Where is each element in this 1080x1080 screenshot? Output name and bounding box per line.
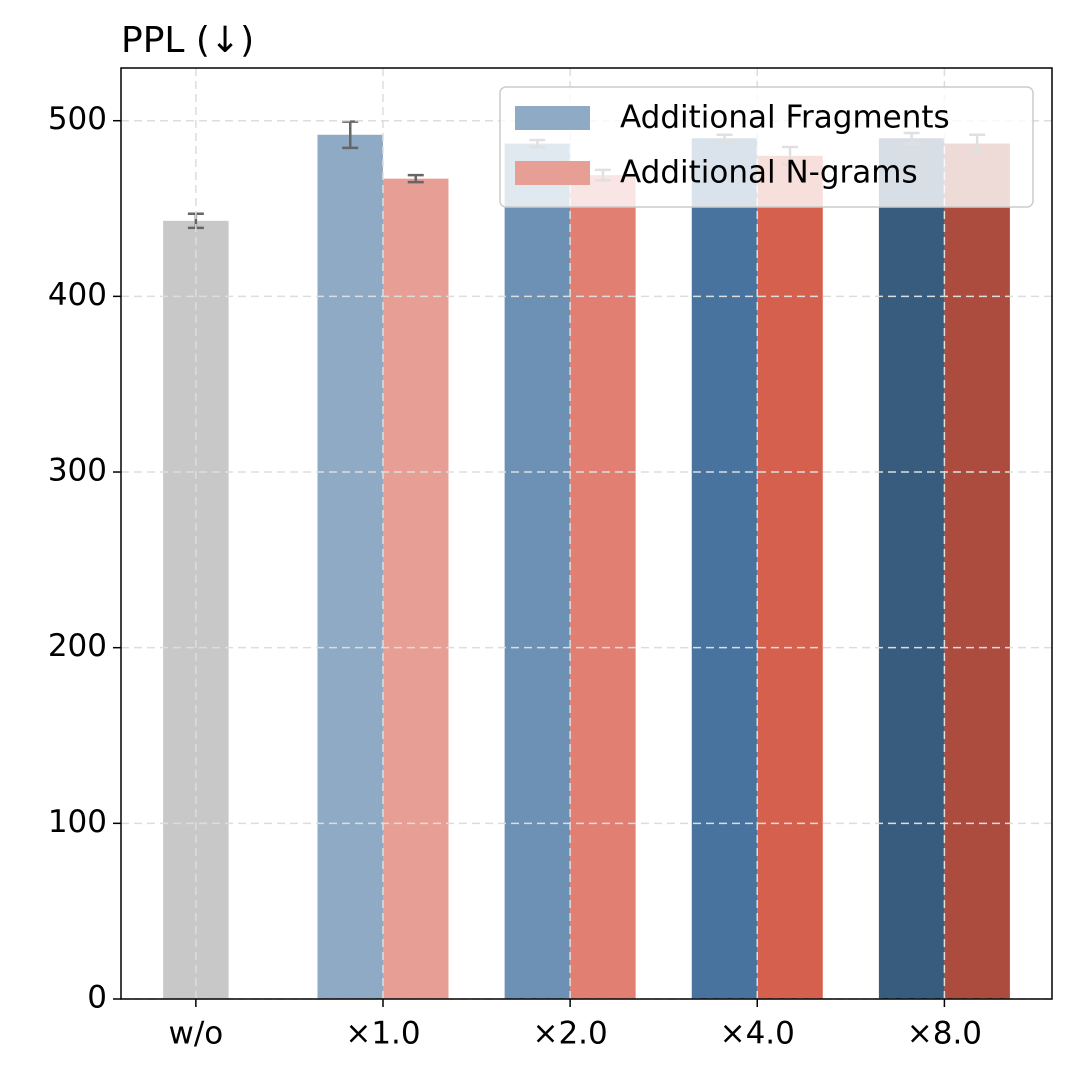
y-tick-label: 100	[48, 804, 107, 840]
y-tick-label: 200	[48, 628, 107, 664]
bar	[570, 175, 636, 999]
error-bar	[342, 120, 359, 150]
error-bar	[407, 173, 424, 184]
x-tick-label: ×1.0	[345, 1016, 420, 1052]
y-tick-label: 500	[48, 101, 107, 137]
plot-frame	[120, 67, 1053, 1000]
bar	[757, 155, 823, 999]
bar	[382, 178, 449, 1000]
x-tick-label: ×8.0	[907, 1016, 982, 1052]
legend-box	[499, 86, 1034, 208]
bar	[944, 143, 1010, 1000]
legend-label: Additional N-grams	[620, 155, 918, 191]
x-tick-label: w/o	[168, 1016, 223, 1052]
bar	[317, 134, 383, 999]
y-tick-label: 400	[48, 277, 107, 313]
bar	[691, 138, 758, 999]
y-tick-label: 0	[87, 980, 107, 1016]
bar	[163, 220, 229, 999]
legend: Additional Fragments Additional N-grams	[499, 86, 1034, 208]
chart-title: PPL (↓)	[121, 20, 254, 61]
x-tick-label: ×4.0	[720, 1016, 795, 1052]
legend-swatch	[515, 161, 590, 185]
x-tick-label: ×2.0	[532, 1016, 607, 1052]
legend-swatch	[515, 106, 590, 130]
legend-label: Additional Fragments	[620, 100, 950, 136]
y-tick-label: 300	[48, 453, 107, 489]
bar	[504, 143, 571, 1000]
bar	[878, 138, 945, 999]
